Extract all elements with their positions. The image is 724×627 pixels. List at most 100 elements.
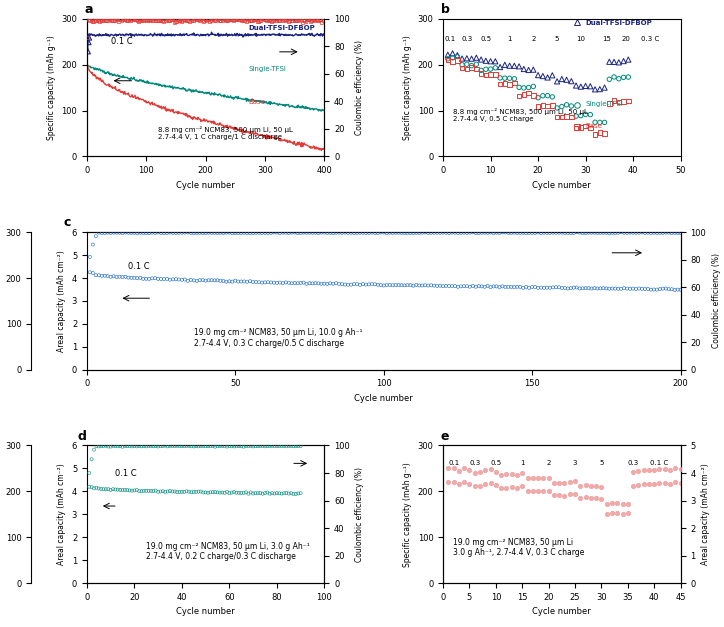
Point — [85, 16, 97, 26]
Point — [298, 14, 309, 24]
Point — [173, 228, 185, 238]
Point — [455, 228, 467, 238]
Point — [571, 282, 582, 292]
Point — [251, 277, 262, 287]
Point — [242, 14, 253, 24]
Point — [342, 228, 354, 238]
Point — [259, 488, 271, 498]
Point — [345, 280, 357, 290]
Point — [283, 488, 295, 498]
Point — [93, 270, 104, 280]
Point — [300, 16, 312, 26]
Point — [162, 441, 174, 451]
Point — [316, 279, 327, 289]
Point — [248, 14, 259, 24]
Point — [285, 14, 296, 24]
Point — [155, 15, 167, 25]
Point — [271, 441, 282, 451]
Point — [527, 473, 539, 483]
Point — [469, 468, 481, 478]
Point — [342, 280, 354, 290]
Point — [99, 228, 111, 238]
Point — [429, 280, 440, 290]
Text: Dual-TFSI-DFBOP: Dual-TFSI-DFBOP — [586, 20, 652, 26]
Point — [269, 14, 281, 24]
Point — [523, 83, 534, 93]
Point — [169, 441, 180, 451]
Point — [236, 15, 248, 25]
Point — [310, 278, 321, 288]
Point — [351, 228, 363, 238]
Point — [574, 283, 586, 293]
Point — [103, 441, 114, 451]
Point — [485, 64, 497, 74]
Point — [340, 280, 351, 290]
Point — [90, 441, 102, 451]
Point — [452, 56, 463, 66]
Point — [672, 285, 683, 295]
Point — [479, 282, 490, 292]
Point — [170, 228, 182, 238]
Point — [241, 16, 253, 26]
Point — [337, 279, 348, 289]
Point — [173, 16, 185, 26]
Text: Single-TFSI: Single-TFSI — [248, 66, 286, 72]
Point — [269, 488, 280, 498]
Point — [125, 16, 136, 26]
Point — [601, 499, 613, 509]
Point — [473, 228, 484, 238]
Point — [281, 441, 292, 451]
Point — [580, 109, 592, 119]
Point — [240, 487, 252, 497]
Point — [143, 228, 155, 238]
Point — [448, 463, 460, 473]
Y-axis label: Specific capacity (mAh g⁻¹): Specific capacity (mAh g⁻¹) — [403, 35, 412, 140]
Text: Dual-TFSI-DFBOP: Dual-TFSI-DFBOP — [248, 25, 315, 31]
Point — [321, 279, 333, 289]
Point — [456, 60, 468, 70]
Point — [537, 473, 549, 483]
Point — [244, 228, 256, 238]
Point — [252, 441, 264, 451]
Point — [203, 275, 214, 285]
Point — [150, 441, 161, 451]
Point — [245, 487, 256, 497]
Point — [126, 485, 138, 495]
Point — [146, 14, 157, 24]
Point — [502, 228, 514, 238]
Point — [183, 487, 195, 497]
Point — [262, 277, 274, 287]
Point — [295, 488, 306, 498]
X-axis label: Cycle number: Cycle number — [532, 181, 592, 190]
Point — [245, 441, 256, 451]
Point — [243, 15, 255, 25]
Point — [138, 486, 150, 496]
Point — [306, 16, 318, 26]
Point — [490, 480, 502, 490]
Point — [321, 228, 333, 238]
Point — [303, 278, 315, 288]
Point — [648, 228, 660, 238]
Text: 5: 5 — [555, 36, 559, 42]
Point — [132, 228, 143, 238]
Point — [82, 46, 93, 56]
Point — [396, 228, 408, 238]
Point — [432, 228, 443, 238]
Point — [255, 16, 266, 26]
Point — [276, 488, 287, 498]
Point — [522, 473, 534, 483]
Point — [195, 14, 207, 24]
Point — [305, 16, 316, 26]
Point — [214, 228, 226, 238]
Point — [280, 228, 292, 238]
Point — [500, 483, 512, 493]
Text: b: b — [441, 3, 450, 16]
Point — [216, 441, 228, 451]
Text: e: e — [441, 429, 449, 443]
Point — [93, 483, 104, 493]
Point — [117, 14, 129, 24]
Point — [290, 441, 302, 451]
Point — [613, 97, 625, 107]
Point — [366, 228, 378, 238]
Point — [411, 228, 422, 238]
